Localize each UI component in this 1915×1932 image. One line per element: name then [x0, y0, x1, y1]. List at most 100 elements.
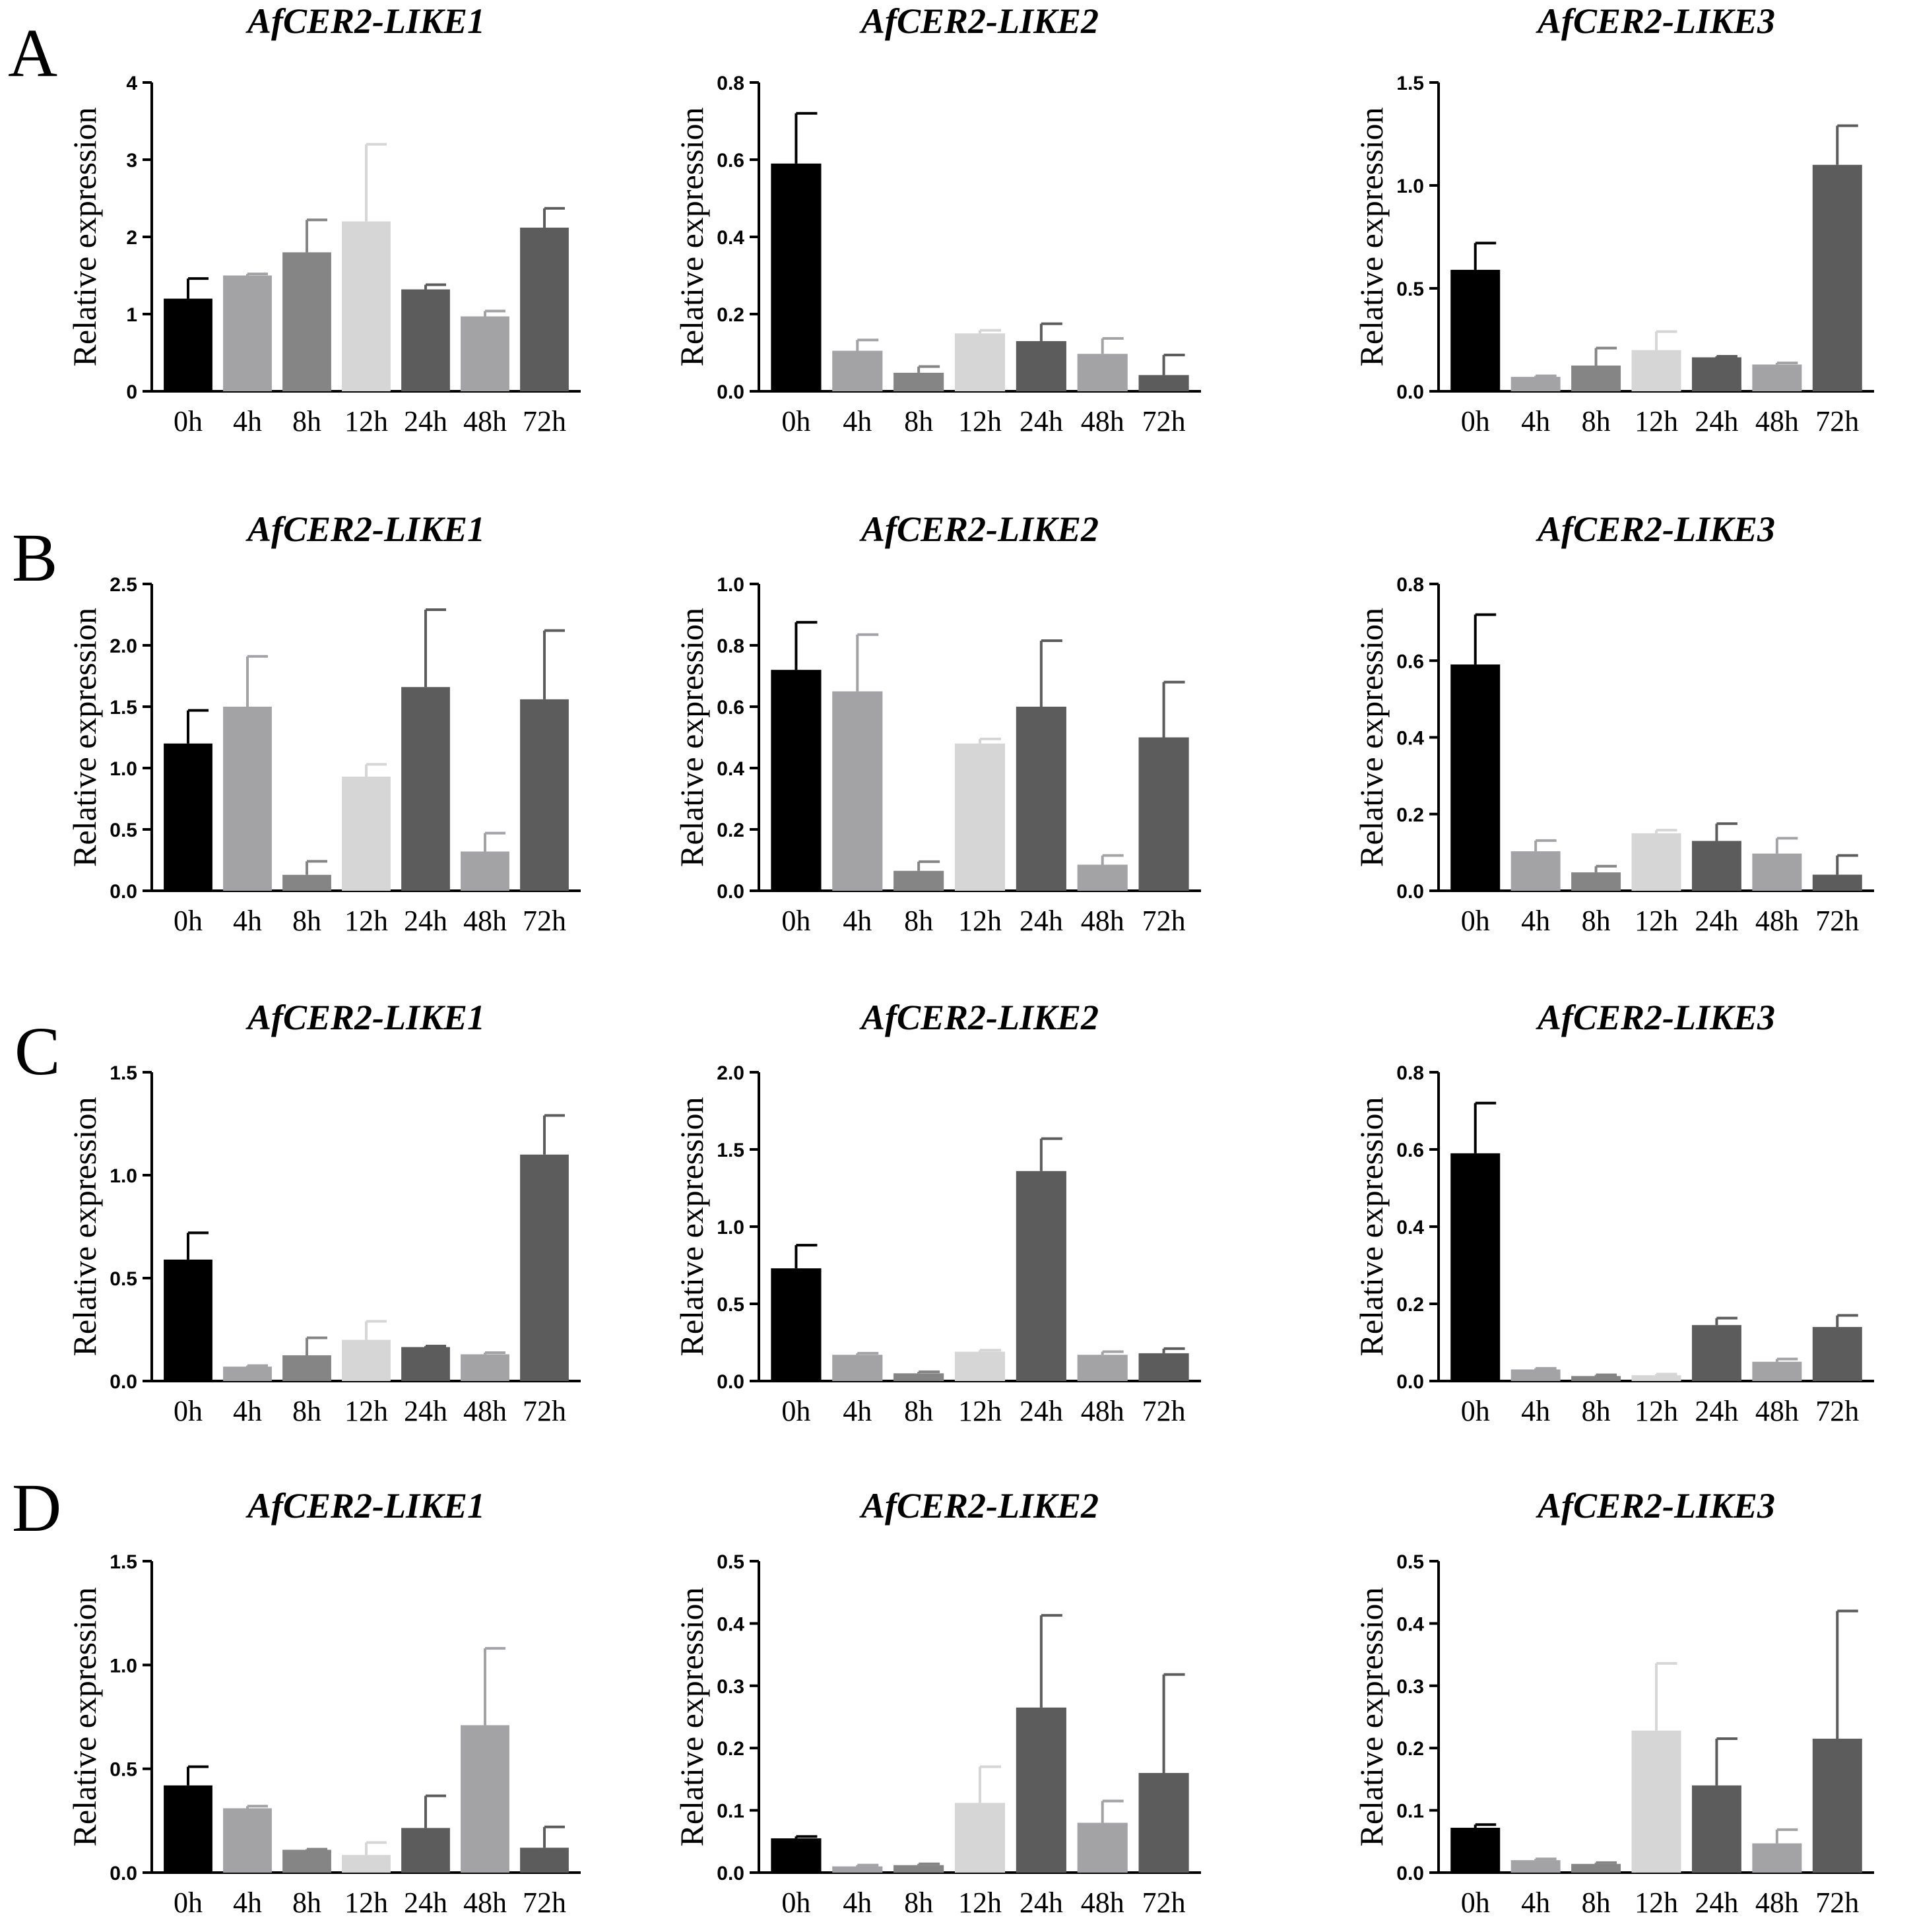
bar-8h: [282, 252, 331, 391]
bar-48h: [461, 316, 509, 391]
bar-72h: [1812, 164, 1862, 392]
bar-4h: [832, 350, 883, 391]
y-tick-label: 1.5: [110, 697, 137, 719]
x-tick-label: 48h: [463, 405, 507, 437]
bar-24h: [1016, 1707, 1066, 1873]
x-tick-label: 12h: [958, 1886, 1002, 1919]
y-tick-label: 1.0: [1396, 176, 1424, 197]
bar-0h: [771, 1838, 822, 1873]
bar-8h: [282, 1850, 331, 1873]
bar-24h: [401, 1347, 450, 1381]
bar-0h: [164, 1785, 212, 1873]
x-tick-label: 8h: [904, 905, 933, 937]
x-tick-label: 8h: [1582, 905, 1611, 937]
x-tick-label: 12h: [344, 405, 388, 437]
bar-chart-b-2: AfCER2-LIKE2 Relative expression 0.0 0.2 0.4…: [673, 509, 1201, 937]
bar-8h: [282, 1355, 331, 1381]
bar-4h: [223, 1808, 272, 1873]
y-tick-label: 1.0: [717, 574, 744, 596]
y-tick-label: 1.5: [717, 1140, 744, 1161]
bar-4h: [832, 1355, 883, 1381]
bar-48h: [461, 1354, 509, 1381]
x-tick-label: 72h: [1142, 1395, 1186, 1427]
bar-chart-d-3: AfCER2-LIKE3 Relative expression 0.0 0.1 0.2…: [1353, 1486, 1874, 1919]
x-tick-label: 0h: [1461, 905, 1490, 937]
bar-12h: [342, 1855, 391, 1873]
chart-title: AfCER2-LIKE1: [245, 1486, 485, 1526]
x-tick-label: 72h: [523, 1886, 566, 1919]
y-tick-label: 1: [126, 304, 137, 326]
bar-chart-a-1: AfCER2-LIKE1 Relative expression 0 1 2 3 4 0h 4h…: [66, 1, 581, 437]
y-axis-label: Relative expression: [66, 108, 103, 367]
y-tick-label: 0.8: [1396, 574, 1424, 596]
x-tick-label: 48h: [1081, 905, 1124, 937]
chart-title: AfCER2-LIKE3: [1536, 1486, 1775, 1526]
y-tick-label: 0.5: [110, 1268, 137, 1290]
bar-0h: [771, 1268, 822, 1381]
y-tick-label: 0.4: [1396, 1613, 1424, 1635]
y-axis-label: Relative expression: [673, 1588, 710, 1847]
x-tick-label: 48h: [1755, 1886, 1799, 1919]
y-tick-label: 0.0: [110, 1371, 137, 1393]
y-axis-label: Relative expression: [1353, 608, 1390, 867]
y-axis-label: Relative expression: [66, 1588, 103, 1847]
x-tick-label: 12h: [1635, 405, 1678, 437]
chart-title: AfCER2-LIKE3: [1536, 998, 1775, 1037]
x-tick-label: 24h: [404, 405, 447, 437]
x-tick-label: 8h: [904, 1395, 933, 1427]
bar-0h: [1450, 1153, 1501, 1381]
x-tick-label: 24h: [1695, 405, 1738, 437]
bar-chart-b-3: AfCER2-LIKE3 Relative expression 0.0 0.2 0.4…: [1353, 509, 1874, 937]
y-tick-label: 0.6: [717, 697, 744, 719]
bar-4h: [1510, 1860, 1561, 1873]
x-tick-label: 72h: [1815, 905, 1859, 937]
row-label-c: C: [15, 1014, 60, 1089]
y-tick-label: 0.1: [717, 1801, 744, 1822]
bar-chart-d-1: AfCER2-LIKE1 Relative expression 0.0 0.5 1.0…: [66, 1486, 581, 1919]
x-tick-label: 12h: [958, 405, 1002, 437]
y-tick-label: 1.5: [110, 1062, 137, 1084]
bar-12h: [342, 1339, 391, 1381]
y-tick-label: 1.0: [110, 1165, 137, 1187]
x-tick-label: 8h: [292, 405, 321, 437]
y-tick-label: 0.6: [717, 150, 744, 172]
bar-8h: [893, 1865, 944, 1873]
x-tick-label: 72h: [1142, 405, 1186, 437]
bar-8h: [1571, 872, 1621, 891]
x-tick-label: 24h: [1695, 1886, 1738, 1919]
bar-4h: [223, 707, 272, 891]
y-tick-label: 0.6: [1396, 1140, 1424, 1161]
bar-12h: [342, 221, 391, 391]
x-tick-label: 4h: [233, 405, 262, 437]
x-tick-label: 4h: [843, 405, 872, 437]
bar-48h: [1077, 354, 1128, 391]
bar-48h: [1077, 1822, 1128, 1873]
y-tick-label: 0.0: [717, 881, 744, 903]
x-tick-label: 8h: [1582, 405, 1611, 437]
bar-48h: [1752, 1361, 1802, 1381]
chart-title: AfCER2-LIKE2: [859, 998, 1099, 1037]
y-tick-label: 0.5: [1396, 278, 1424, 300]
bar-0h: [1450, 664, 1501, 891]
x-tick-label: 4h: [843, 1886, 872, 1919]
x-tick-label: 24h: [1695, 1395, 1738, 1427]
y-tick-label: 0.2: [717, 1738, 744, 1760]
x-tick-label: 4h: [1521, 1395, 1550, 1427]
bar-72h: [520, 227, 569, 391]
chart-title: AfCER2-LIKE2: [859, 1, 1099, 41]
row-label-b: B: [12, 520, 57, 596]
x-tick-label: 8h: [292, 1395, 321, 1427]
x-tick-label: 4h: [1521, 1886, 1550, 1919]
x-tick-label: 72h: [1815, 1395, 1859, 1427]
y-tick-label: 0.0: [717, 1371, 744, 1393]
y-tick-label: 1.5: [1396, 73, 1424, 94]
x-tick-label: 24h: [1020, 1886, 1063, 1919]
x-tick-label: 0h: [781, 405, 810, 437]
y-axis-label: Relative expression: [66, 1097, 103, 1357]
y-axis-label: Relative expression: [1353, 1097, 1390, 1357]
y-axis-label: Relative expression: [673, 108, 710, 367]
x-tick-label: 4h: [1521, 405, 1550, 437]
x-tick-label: 24h: [404, 905, 447, 937]
bar-4h: [223, 275, 272, 391]
y-axis-label: Relative expression: [1353, 1588, 1390, 1847]
